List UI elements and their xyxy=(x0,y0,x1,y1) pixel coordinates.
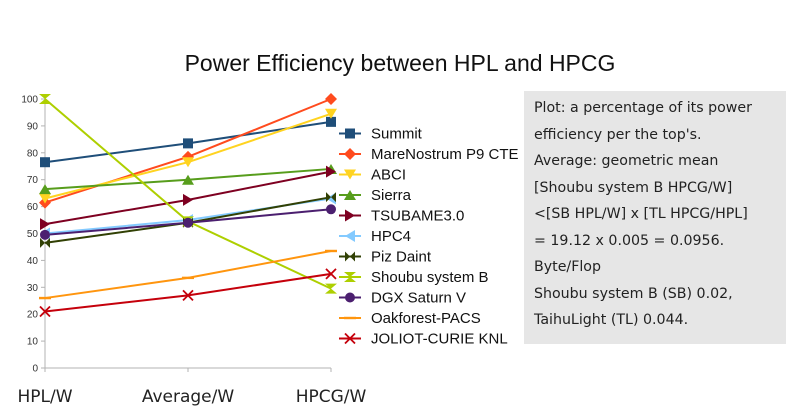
data-point xyxy=(183,138,193,149)
data-point xyxy=(183,193,193,206)
legend-marker xyxy=(344,332,356,345)
y-tick-label: 80 xyxy=(27,148,39,159)
legend-label: DGX Saturn V xyxy=(371,290,466,307)
legend-label: ABCI xyxy=(371,167,406,184)
legend-label: JOLIOT-CURIE KNL xyxy=(371,331,508,348)
data-point xyxy=(40,229,50,240)
legend-marker xyxy=(344,148,356,160)
legend-marker xyxy=(344,169,356,180)
data-point xyxy=(40,218,50,231)
note-line: efficiency per the top's. xyxy=(534,126,702,143)
data-point xyxy=(182,174,194,185)
legend-marker xyxy=(345,251,355,262)
data-point xyxy=(183,217,193,228)
data-point xyxy=(325,283,337,294)
x-tick-label: HPL/W xyxy=(17,387,72,407)
data-point xyxy=(39,305,51,318)
note-line: TaihuLight (TL) 0.044. xyxy=(534,312,689,328)
y-tick-label: 60 xyxy=(27,202,39,213)
legend-label: Oakforest-PACS xyxy=(371,310,481,327)
legend-marker xyxy=(345,209,355,222)
x-tick-label: HPCG/W xyxy=(296,387,367,407)
series-line xyxy=(44,250,332,300)
legend-marker xyxy=(345,128,355,139)
y-tick-label: 90 xyxy=(27,121,39,132)
data-point xyxy=(325,93,337,105)
data-point xyxy=(40,157,50,168)
data-point xyxy=(39,94,51,104)
data-point xyxy=(39,296,51,300)
note-line: Average: geometric mean xyxy=(534,153,719,169)
legend-label: Sierra xyxy=(371,187,412,204)
y-tick-label: 10 xyxy=(27,337,39,348)
note-line: = 19.12 x 0.005 = 0.0956. xyxy=(534,232,725,249)
y-tick-label: 40 xyxy=(27,256,39,267)
y-tick-label: 100 xyxy=(21,95,38,106)
data-point xyxy=(326,165,336,178)
y-tick-label: 30 xyxy=(27,283,39,294)
x-tick-label: Average/W xyxy=(142,387,235,407)
legend-label: Summit xyxy=(371,126,423,143)
legend-label: MareNostrum P9 CTE xyxy=(371,146,519,163)
legend: Summit MareNostrum P9 CTE ABCI Sierra TSUBAM… xyxy=(339,126,519,348)
legend-marker xyxy=(345,230,355,242)
y-tick-label: 50 xyxy=(27,229,39,240)
series-lines xyxy=(44,98,332,313)
axes: 0 10 20 30 40 50 60 70 80 90 100 HPL/W Average/W HPCG… xyxy=(17,95,366,408)
chart-title: Power Efficiency between HPL and HPCG xyxy=(184,50,616,76)
data-point xyxy=(326,116,336,127)
data-point xyxy=(40,237,50,248)
note-line: <[SB HPL/W] x [TL HPCG/HPL] xyxy=(534,206,748,222)
note-line: Plot: a percentage of its power xyxy=(534,100,752,116)
data-point xyxy=(326,204,336,215)
y-tick-label: 70 xyxy=(27,175,39,186)
y-tick-label: 0 xyxy=(32,364,38,375)
data-point xyxy=(39,193,51,204)
legend-label: TSUBAME3.0 xyxy=(371,208,464,225)
data-point xyxy=(39,184,51,195)
legend-label: Piz Daint xyxy=(371,249,432,266)
data-point xyxy=(182,276,194,280)
legend-marker xyxy=(344,272,356,282)
legend-marker xyxy=(344,190,356,200)
legend-label: HPC4 xyxy=(371,228,411,245)
legend-marker xyxy=(344,316,356,320)
note-line: Byte/Flop xyxy=(534,259,601,275)
note-line: [Shoubu system B HPCG/W] xyxy=(534,179,733,196)
data-point xyxy=(325,108,337,119)
legend-label: Shoubu system B xyxy=(371,269,489,286)
series-markers xyxy=(39,93,337,318)
data-point xyxy=(326,192,336,203)
note-box: Plot: a percentage of its power efficien… xyxy=(524,91,786,344)
data-point xyxy=(182,157,194,168)
data-point xyxy=(325,249,337,253)
data-point xyxy=(182,289,194,302)
legend-marker xyxy=(345,292,355,303)
note-line: Shoubu system B (SB) 0.02, xyxy=(534,285,733,302)
data-point xyxy=(325,268,337,280)
y-tick-label: 20 xyxy=(27,310,39,321)
